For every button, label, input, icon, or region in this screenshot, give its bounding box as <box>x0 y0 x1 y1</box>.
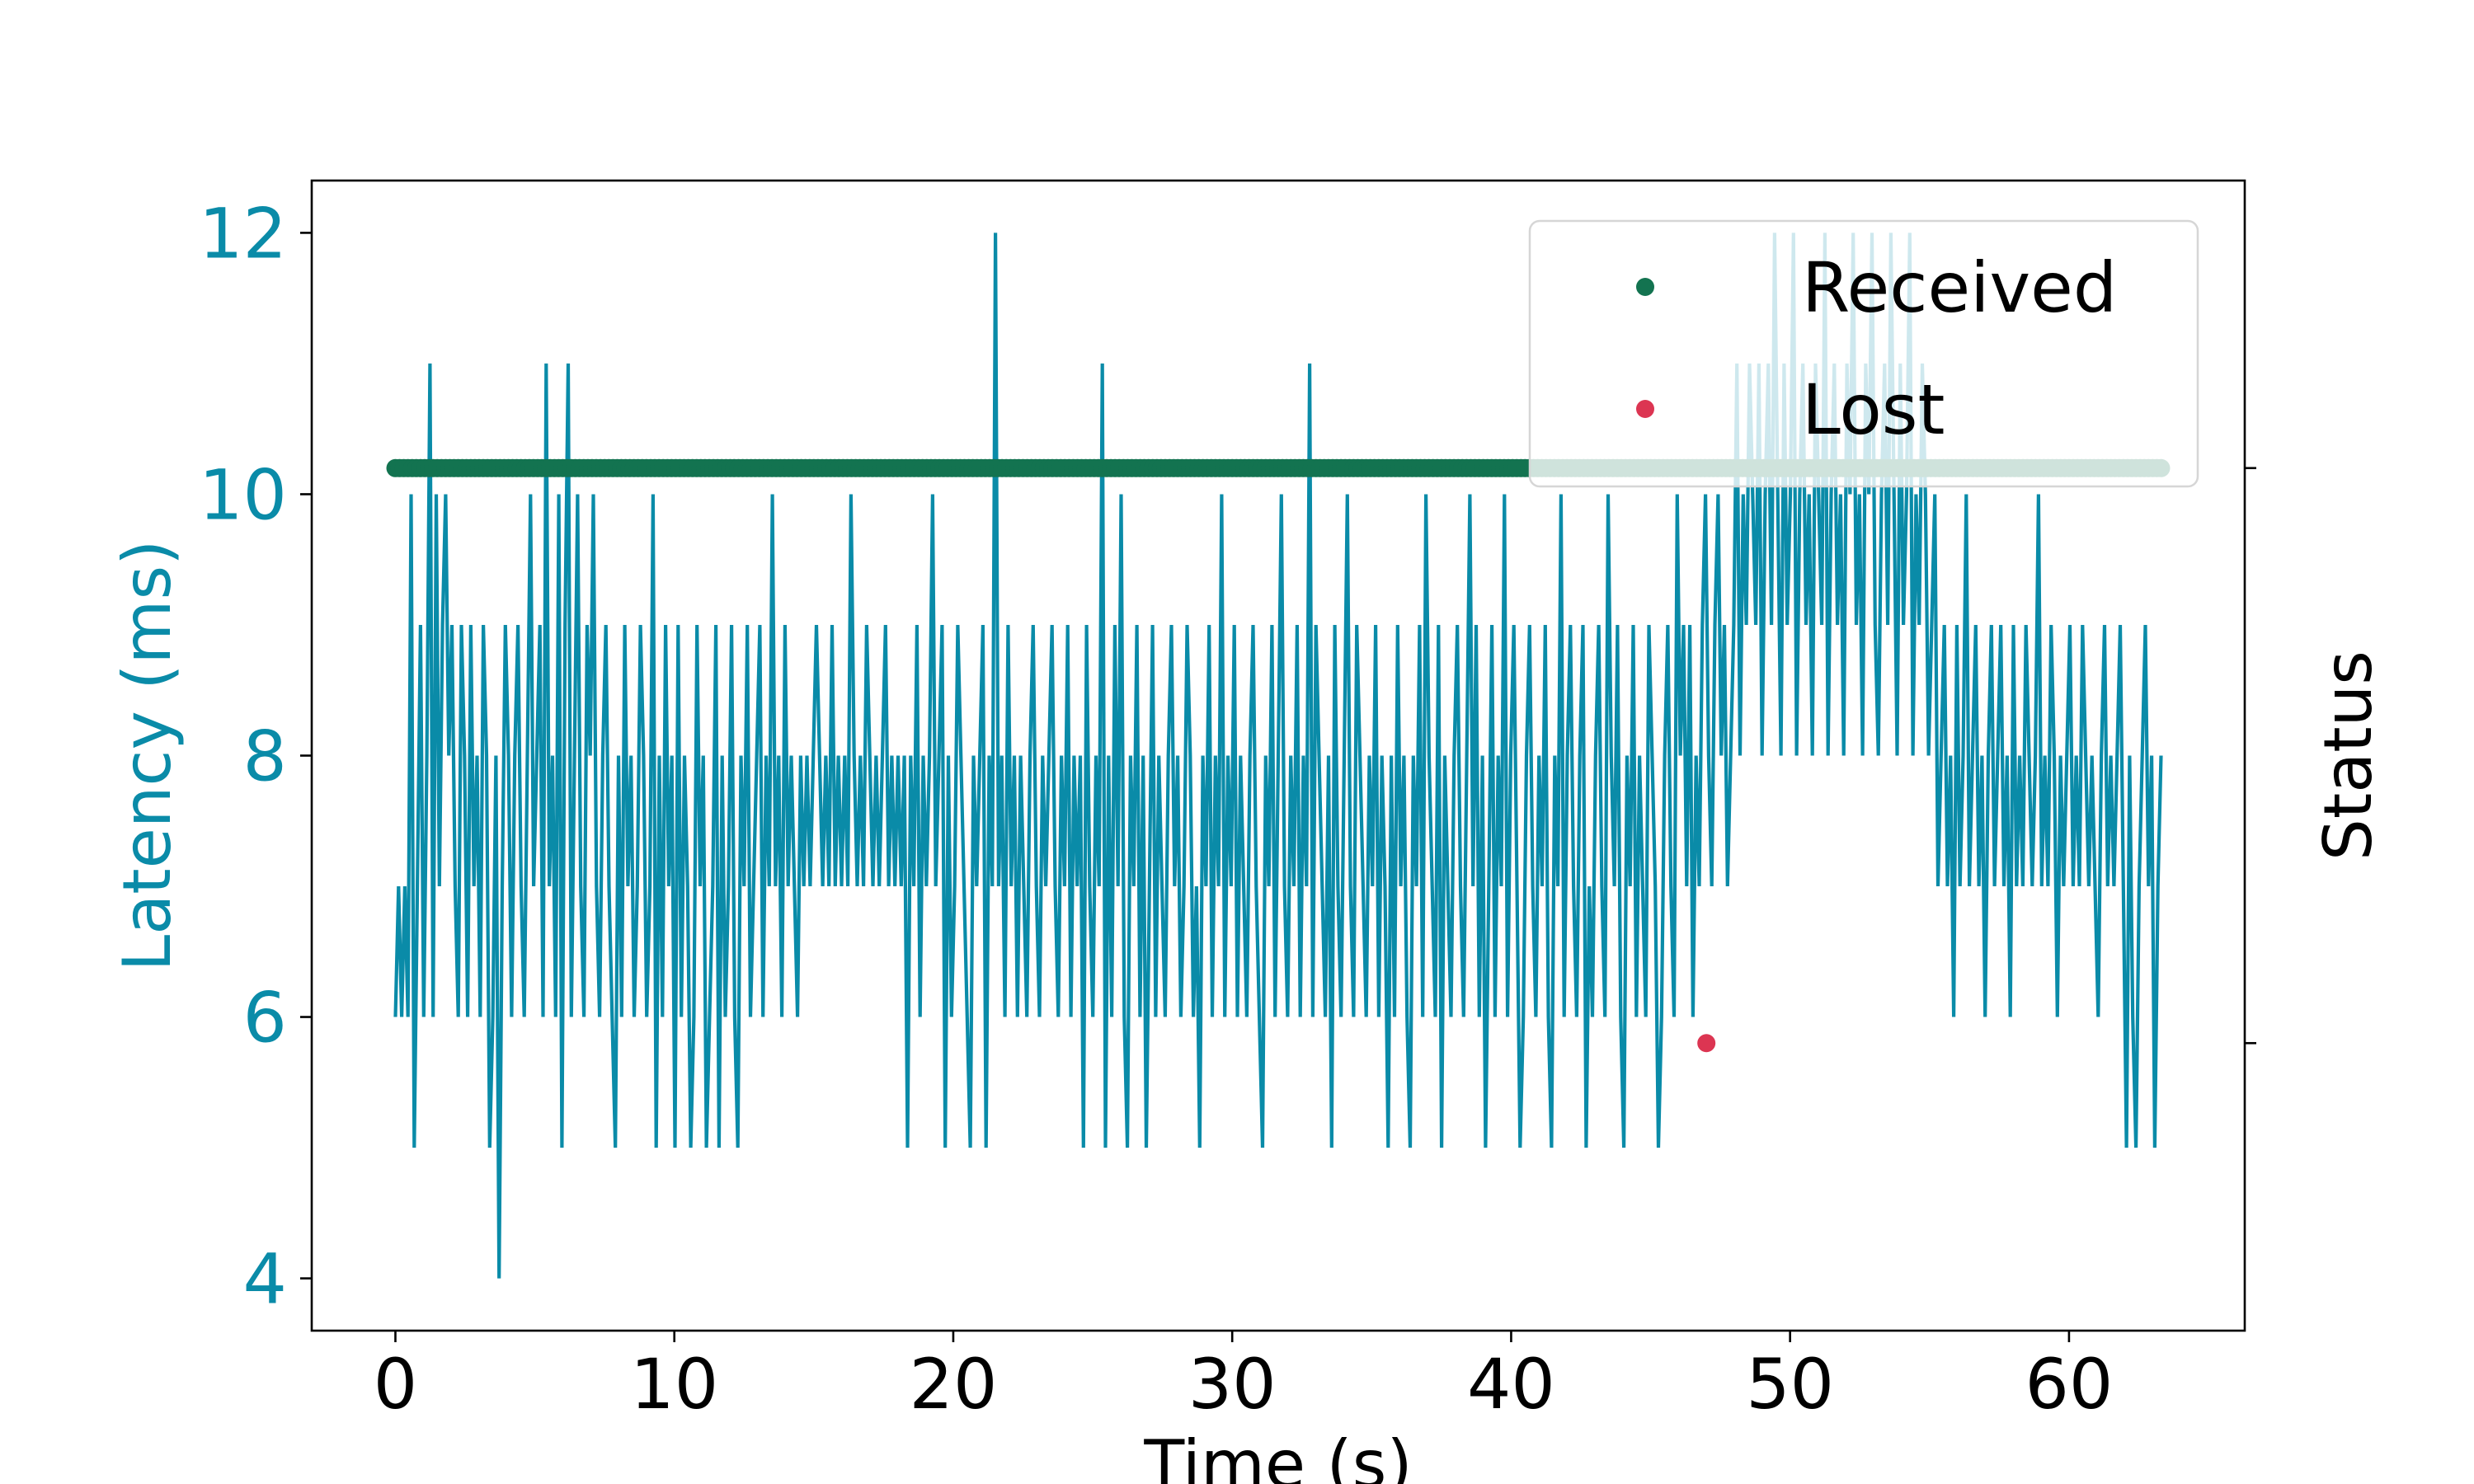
legend: Received Lost <box>1528 219 2199 488</box>
y-axis: 4 6 8 10 12 <box>199 193 312 1320</box>
legend-lost-label: Lost <box>1802 369 1945 450</box>
y-tick-label: 12 <box>199 193 287 274</box>
y-tick-label: 10 <box>199 454 287 535</box>
lost-series <box>1697 1034 1716 1053</box>
x-axis-label: Time (s) <box>1143 1426 1412 1484</box>
legend-box <box>1528 219 2199 488</box>
y-axis-label: Latency (ms) <box>109 540 186 972</box>
x-tick-label: 30 <box>1188 1344 1277 1425</box>
lost-point <box>1697 1034 1716 1053</box>
x-axis: 0 10 20 30 40 50 60 <box>374 1331 2113 1425</box>
y2-axis <box>2245 467 2256 1045</box>
y-tick-label: 4 <box>243 1239 287 1320</box>
legend-lost-marker <box>1636 400 1654 418</box>
y2-axis-label: Status <box>2310 650 2387 861</box>
x-tick-label: 20 <box>910 1344 998 1425</box>
received-series <box>386 458 2171 477</box>
x-tick-label: 40 <box>1467 1344 1555 1425</box>
x-tick-label: 0 <box>374 1344 417 1425</box>
plot-area <box>386 232 2171 1279</box>
x-tick-label: 60 <box>2025 1344 2113 1425</box>
y-tick-label: 6 <box>243 978 287 1059</box>
legend-received-marker <box>1636 278 1654 296</box>
x-tick-label: 50 <box>1746 1344 1834 1425</box>
y-tick-label: 8 <box>243 716 287 797</box>
legend-received-label: Received <box>1802 247 2117 328</box>
x-tick-label: 10 <box>630 1344 718 1425</box>
